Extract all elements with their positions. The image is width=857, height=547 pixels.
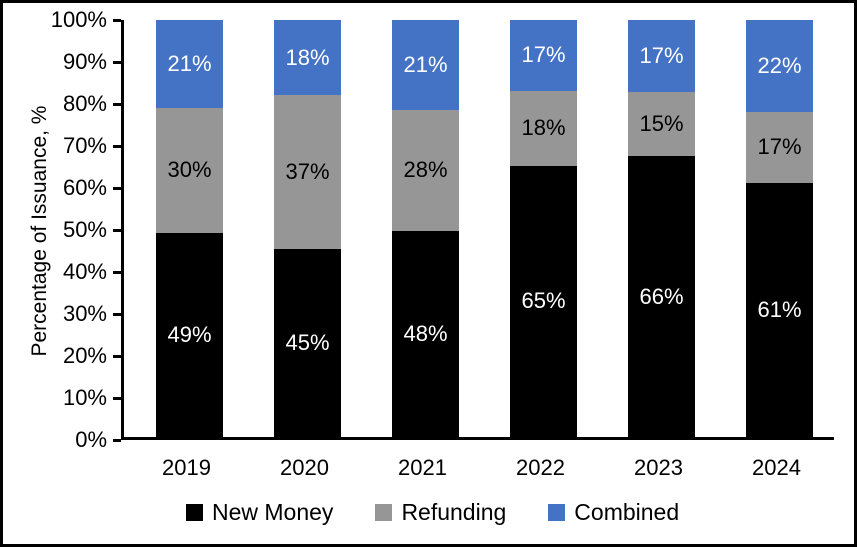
x-axis-label-2019: 2019 — [162, 455, 211, 480]
bar-2024: 61% 17% 22% — [746, 20, 813, 437]
plot-area: 49% 30% 21% 45% 37% 18% 48% 28% 21% 65% 18% 17% 66% 1… — [121, 20, 834, 440]
bar-segment-label: 17% — [639, 43, 684, 69]
bar-segment-combined-2023: 17% — [628, 20, 695, 93]
bar-segment-label: 21% — [167, 50, 212, 76]
y-tick-mark-100- — [113, 19, 121, 22]
bar-segment-refunding-2023: 15% — [628, 92, 695, 157]
y-tick-label-70-: 70% — [62, 133, 107, 158]
bar-segment-label: 17% — [521, 42, 566, 68]
bar-segment-new-money-2021: 48% — [392, 230, 459, 437]
y-tick-label-0-: 0% — [75, 427, 107, 452]
bar-segment-label: 48% — [403, 320, 448, 346]
y-tick-label-30-: 30% — [62, 301, 107, 326]
bar-segment-combined-2019: 21% — [156, 20, 223, 108]
x-axis-label-2023: 2023 — [634, 455, 683, 480]
y-tick-label-40-: 40% — [62, 259, 107, 284]
bar-segment-new-money-2019: 49% — [156, 232, 223, 437]
bar-segment-new-money-2023: 66% — [628, 156, 695, 437]
bar-segment-label: 61% — [757, 296, 802, 322]
bar-segment-new-money-2020: 45% — [274, 249, 341, 437]
y-tick-mark-30- — [113, 313, 121, 316]
legend-label-combined: Combined — [574, 499, 680, 525]
bar-segment-label: 30% — [167, 157, 212, 183]
legend-item-combined: Combined — [548, 499, 679, 526]
y-tick-mark-10- — [113, 397, 121, 400]
bar-segment-new-money-2024: 61% — [746, 182, 813, 437]
bar-segment-label: 28% — [403, 157, 448, 183]
bar-segment-label: 15% — [639, 111, 684, 137]
bar-segment-label: 66% — [639, 283, 684, 309]
x-axis-label-2024: 2024 — [752, 455, 801, 480]
y-tick-mark-0- — [113, 439, 121, 442]
y-tick-label-90-: 90% — [62, 49, 107, 74]
legend: New Money Refunding Combined — [186, 499, 679, 526]
bar-segment-new-money-2022: 65% — [510, 165, 577, 437]
bar-segment-refunding-2024: 17% — [746, 111, 813, 183]
bar-segment-refunding-2019: 30% — [156, 107, 223, 233]
y-tick-mark-40- — [113, 271, 121, 274]
bar-segment-label: 22% — [757, 52, 802, 78]
legend-swatch-combined — [548, 504, 566, 521]
bar-2019: 49% 30% 21% — [156, 20, 223, 437]
y-tick-mark-70- — [113, 145, 121, 148]
bar-segment-label: 21% — [403, 52, 448, 78]
y-tick-mark-80- — [113, 103, 121, 106]
x-axis-label-2022: 2022 — [516, 455, 565, 480]
bar-segment-combined-2021: 21% — [392, 20, 459, 111]
bar-2022: 65% 18% 17% — [510, 20, 577, 437]
bar-2020: 45% 37% 18% — [274, 20, 341, 437]
y-tick-label-10-: 10% — [62, 385, 107, 410]
bar-segment-label: 18% — [285, 44, 330, 70]
bar-segment-label: 17% — [757, 134, 802, 160]
bar-segment-label: 37% — [285, 159, 330, 185]
bar-2023: 66% 15% 17% — [628, 20, 695, 437]
legend-swatch-refunding — [375, 504, 393, 521]
bar-segment-refunding-2020: 37% — [274, 95, 341, 250]
x-axis-label-2020: 2020 — [280, 455, 329, 480]
bar-segment-label: 18% — [521, 115, 566, 141]
bar-segment-combined-2022: 17% — [510, 20, 577, 91]
y-tick-label-60-: 60% — [62, 175, 107, 200]
y-tick-mark-90- — [113, 61, 121, 64]
legend-label-new-money: New Money — [212, 499, 334, 525]
bar-segment-label: 65% — [521, 288, 566, 314]
bar-segment-refunding-2021: 28% — [392, 110, 459, 231]
bar-segment-combined-2024: 22% — [746, 20, 813, 112]
y-tick-mark-60- — [113, 187, 121, 190]
bar-segment-label: 49% — [167, 321, 212, 347]
legend-label-refunding: Refunding — [401, 499, 507, 525]
y-tick-label-80-: 80% — [62, 91, 107, 116]
y-tick-mark-50- — [113, 229, 121, 232]
y-tick-label-100-: 100% — [50, 7, 107, 32]
bar-segment-label: 45% — [285, 330, 330, 356]
x-axis-label-2021: 2021 — [398, 455, 447, 480]
legend-item-refunding: Refunding — [375, 499, 506, 526]
bar-2021: 48% 28% 21% — [392, 20, 459, 437]
y-tick-label-50-: 50% — [62, 217, 107, 242]
y-tick-label-20-: 20% — [62, 343, 107, 368]
bar-segment-refunding-2022: 18% — [510, 90, 577, 166]
legend-item-new-money: New Money — [186, 499, 333, 526]
bar-segment-combined-2020: 18% — [274, 20, 341, 96]
y-tick-mark-20- — [113, 355, 121, 358]
legend-swatch-new-money — [186, 504, 203, 521]
